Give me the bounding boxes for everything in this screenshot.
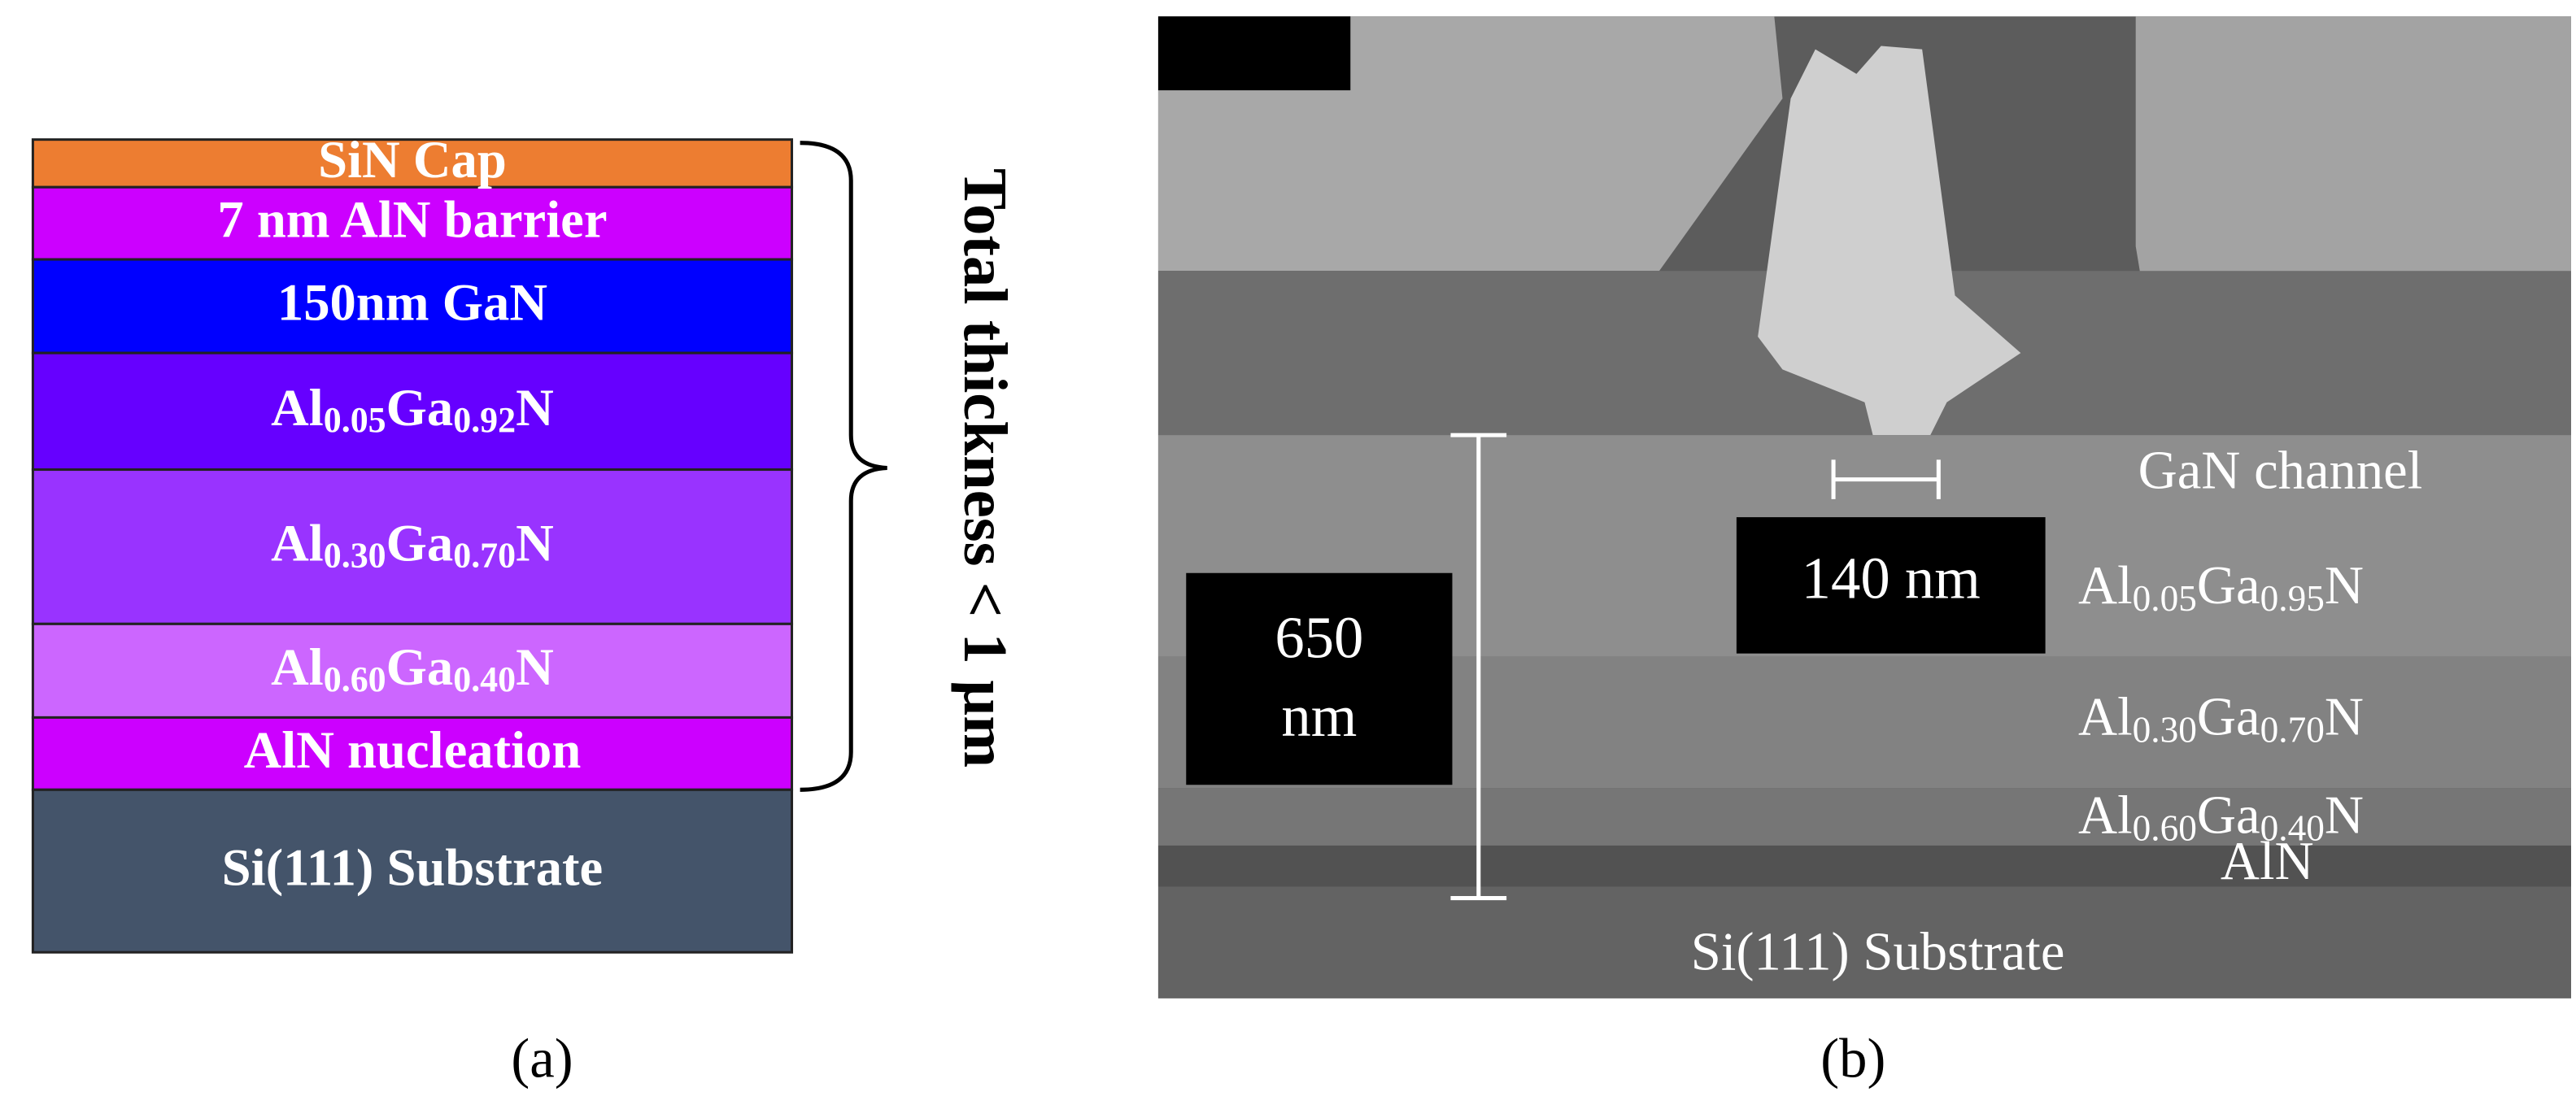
label-part: Ga: [2197, 688, 2260, 747]
layer-label: AlN: [2221, 833, 2314, 892]
label-part: 0.05: [2133, 578, 2197, 619]
sem-layer: [1157, 845, 2571, 887]
label-part: N: [516, 637, 554, 696]
layer-label: Si(111) Substrate: [222, 837, 604, 897]
label-part: SiN Cap: [318, 130, 507, 189]
label-part: Ga: [2197, 786, 2260, 846]
label-part: 0.70: [453, 536, 516, 576]
layer: [31, 258, 794, 355]
label-part: 150nm GaN: [277, 272, 547, 331]
gate: [1758, 46, 2021, 436]
caption: (b): [1820, 1027, 1885, 1089]
layer-label: Al0.30Ga0.70N: [271, 513, 554, 575]
layer-label: AlN nucleation: [244, 720, 582, 779]
layer-label: 150nm GaN: [277, 272, 547, 331]
scale-box: [1736, 517, 2046, 654]
layer-label: SiN Cap: [318, 130, 507, 189]
layer-stack: [31, 138, 794, 954]
sem-layer: [1157, 886, 2571, 998]
layer-label: Al0.60Ga0.40N: [271, 637, 554, 699]
label-part: N: [2325, 688, 2364, 747]
label-part: 0.30: [2133, 709, 2197, 750]
sem-corner-box: [1157, 16, 1351, 91]
layer: [31, 185, 794, 261]
sem-region: [2135, 16, 2571, 346]
label-part: Ga: [386, 637, 454, 696]
label-part: Al: [2078, 786, 2133, 846]
label-part: N: [2325, 786, 2364, 846]
scale-label: nm: [1281, 683, 1357, 749]
label-part: 0.05: [324, 400, 386, 440]
label-part: GaN channel: [2138, 442, 2423, 501]
label-part: 0.40: [453, 659, 516, 699]
thickness-label: Total thickness < 1 µm: [951, 168, 1020, 768]
layer: [31, 468, 794, 625]
label-part: N: [516, 513, 554, 572]
label-part: Al: [271, 513, 324, 572]
label-part: AlN nucleation: [244, 720, 582, 779]
scale-label: 650: [1275, 604, 1363, 670]
layer-label: Al0.05Ga0.92N: [271, 378, 554, 440]
layer-label: Al0.30Ga0.70N: [2078, 688, 2364, 750]
label-part: 0.60: [2133, 808, 2197, 849]
label-part: 0.30: [324, 536, 386, 576]
layer: [31, 351, 794, 472]
layer-label: Al0.60Ga0.40N: [2078, 786, 2364, 849]
label-part: Ga: [386, 513, 454, 572]
label-part: Si(111) Substrate: [1691, 923, 2065, 982]
label-part: Si(111) Substrate: [222, 837, 604, 897]
scale-bar-vertical: [1450, 433, 1507, 901]
label-part: AlN: [2221, 833, 2314, 892]
label-part: Ga: [2197, 556, 2260, 616]
label-part: N: [516, 378, 554, 437]
caption: (a): [511, 1027, 573, 1089]
label-part: Ga: [386, 378, 454, 437]
scale-box: [1186, 572, 1453, 785]
scale-bar-horizontal: [1831, 459, 1941, 499]
label-part: Al: [271, 378, 324, 437]
label-part: Al: [2078, 556, 2133, 616]
label-part: 0.70: [2260, 709, 2325, 750]
label-part: 0.60: [324, 659, 386, 699]
label-part: 0.40: [2260, 808, 2325, 849]
sem-image: 650 nm 140 nm: [1157, 16, 2571, 998]
brace: [800, 141, 887, 792]
label-part: 0.92: [453, 400, 516, 440]
label-part: Al: [2078, 688, 2133, 747]
label-part: 0.95: [2260, 578, 2325, 619]
layer: [31, 622, 794, 719]
layer: [31, 788, 794, 954]
layer-label: Al0.05Ga0.95N: [2078, 556, 2364, 619]
scale-label: 140 nm: [1802, 546, 1981, 611]
label-part: 7 nm AlN barrier: [217, 189, 607, 248]
label-part: Al: [271, 637, 324, 696]
layer-label: GaN channel: [2138, 442, 2423, 501]
layer-label: 7 nm AlN barrier: [217, 189, 607, 248]
sem-layer: [1157, 788, 2571, 846]
layer-label: Si(111) Substrate: [1691, 923, 2065, 982]
label-part: N: [2325, 556, 2364, 616]
